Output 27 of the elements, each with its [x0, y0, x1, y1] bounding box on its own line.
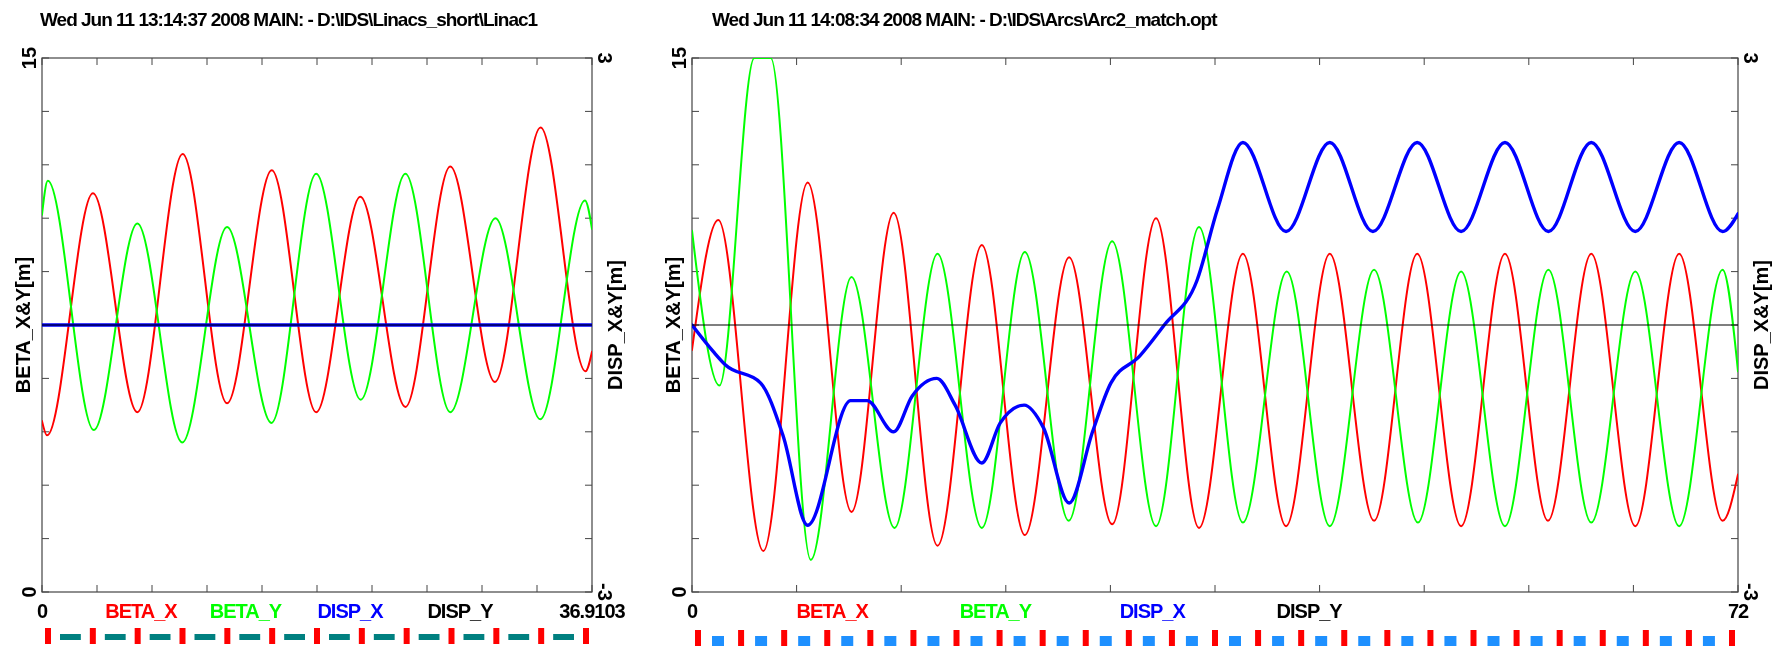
line-series: [692, 58, 1738, 561]
y-axis-title: BETA_X&Y[m]: [662, 256, 684, 394]
text: BETA_Y: [209, 600, 283, 622]
text: DISP_Y: [1276, 600, 1344, 622]
text: DISP_X: [1119, 600, 1187, 622]
y2-axis-title: DISP_X&Y[m]: [604, 259, 626, 391]
chart-title: Wed Jun 11 13:14:37 2008 MAIN: - D:\IDS\Linacs_short\Linac1: [40, 9, 539, 30]
line-series: [692, 140, 1738, 527]
y2-tick-label: -3: [594, 583, 616, 601]
x-tick-label: 72: [1727, 600, 1749, 622]
y2-tick-label: 3: [1740, 52, 1762, 64]
y-tick-label: 15: [18, 46, 40, 70]
text: DISP_X: [317, 600, 385, 622]
y2-tick-label: 3: [594, 52, 616, 64]
text: BETA_X: [796, 600, 870, 622]
chart-title: Wed Jun 11 14:08:34 2008 MAIN: - D:\IDS\Arcs\Arc2_match.opt: [712, 9, 1219, 30]
y-tick-label: 15: [668, 46, 690, 70]
x-tick-label: 36.9103: [559, 600, 626, 622]
text: BETA_Y: [959, 600, 1033, 622]
y2-tick-label: -3: [1740, 583, 1762, 601]
y-axis-title: BETA_X&Y[m]: [12, 256, 34, 394]
line-series: [42, 172, 592, 444]
text: BETA_X: [105, 600, 179, 622]
text: DISP_Y: [427, 600, 495, 622]
y2-axis-title: DISP_X&Y[m]: [1750, 259, 1772, 391]
line-series: [42, 126, 592, 437]
line-series: [692, 181, 1738, 553]
